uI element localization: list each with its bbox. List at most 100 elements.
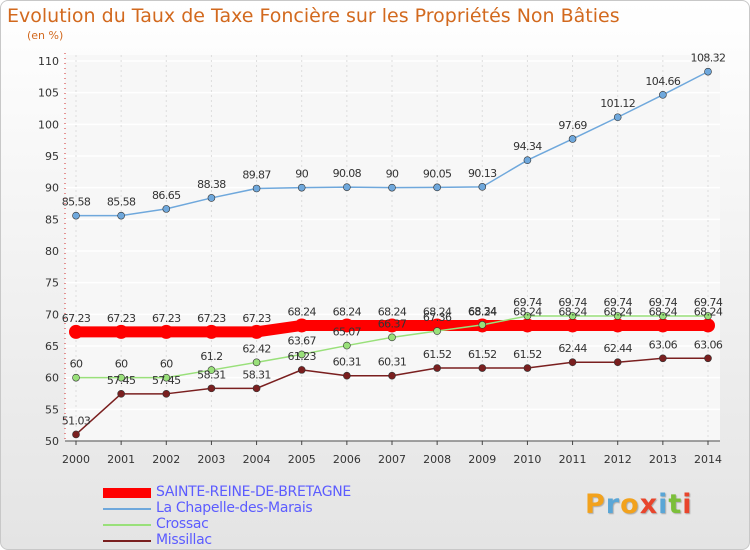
data-label: 63.06 (649, 338, 678, 351)
data-label: 60 (70, 358, 83, 371)
data-label: 69.74 (694, 296, 723, 309)
data-point (388, 333, 396, 342)
data-label: 67.23 (62, 312, 91, 325)
data-label: 69.74 (603, 296, 632, 309)
x-tick-label: 2003 (197, 453, 225, 466)
series-0 (69, 318, 715, 339)
data-label: 68.24 (378, 305, 407, 318)
data-point (252, 358, 261, 367)
data-point (294, 318, 309, 333)
data-label: 90 (386, 168, 399, 181)
data-label: 67.23 (197, 312, 226, 325)
data-label: 69.74 (558, 296, 587, 309)
data-point (72, 211, 80, 220)
data-point (520, 318, 535, 333)
y-tick-label: 50 (45, 435, 59, 448)
x-tick-label: 2011 (559, 453, 587, 466)
data-point (704, 67, 712, 76)
data-point (613, 358, 622, 367)
logo-letter: o (620, 489, 640, 520)
data-point (162, 205, 171, 213)
legend-label: La Chapelle-des-Marais (156, 500, 313, 516)
data-point (523, 156, 532, 164)
x-tick-label: 2012 (604, 453, 632, 466)
series-3 (72, 354, 712, 439)
y-tick-label: 110 (38, 55, 59, 68)
data-point (523, 312, 532, 320)
data-label: 62.44 (558, 342, 587, 355)
data-label: 90 (295, 168, 308, 181)
x-tick-label: 2013 (649, 453, 677, 466)
data-point (433, 364, 441, 372)
legend-swatch (103, 508, 151, 510)
data-label: 61.52 (468, 348, 497, 361)
data-label: 67.36 (423, 311, 452, 324)
data-point (207, 194, 216, 202)
data-label: 57.45 (107, 374, 136, 387)
x-tick-label: 2008 (423, 453, 451, 466)
data-label: 51.03 (62, 414, 91, 427)
y-tick-label: 60 (45, 372, 59, 385)
y-tick-label: 65 (45, 340, 59, 353)
data-point (297, 350, 306, 359)
data-label: 90.08 (333, 167, 362, 180)
data-point (252, 184, 261, 193)
data-point (204, 324, 219, 339)
data-point (117, 390, 125, 398)
data-label: 68.24 (423, 305, 452, 318)
legend-label: Crossac (156, 516, 209, 532)
y-tick-label: 80 (45, 245, 59, 258)
x-tick-label: 2010 (513, 453, 541, 466)
x-tick-label: 2001 (107, 453, 135, 466)
data-label: 68.24 (513, 305, 542, 318)
data-label: 68.24 (287, 305, 316, 318)
data-point (704, 312, 712, 320)
data-point (297, 366, 306, 374)
data-point (478, 364, 487, 372)
logo-letter: t (668, 489, 683, 520)
data-label: 68.24 (468, 305, 497, 318)
x-tick-label: 2000 (62, 453, 90, 466)
data-point (568, 135, 577, 143)
logo-letter: r (605, 489, 621, 520)
data-label: 67.23 (107, 312, 136, 325)
data-point (568, 312, 577, 320)
logo-letter: x (639, 489, 659, 520)
data-label: 58.31 (197, 368, 226, 381)
data-label: 85.58 (107, 196, 136, 209)
data-label: 57.45 (152, 374, 181, 387)
x-tick-label: 2004 (243, 453, 271, 466)
data-point (701, 318, 715, 333)
logo-letter: i (658, 489, 669, 520)
data-point (385, 318, 399, 333)
legend-label: SAINTE-REINE-DE-BRETAGNE (156, 484, 351, 500)
legend-swatch (103, 488, 151, 498)
data-label: 89.87 (242, 168, 271, 181)
data-point (343, 341, 351, 350)
data-point (610, 318, 625, 333)
data-point (297, 183, 306, 192)
data-label: 67.23 (152, 312, 181, 325)
y-tick-label: 90 (45, 182, 59, 195)
data-point (478, 321, 487, 329)
data-point (659, 354, 667, 363)
data-point (655, 318, 670, 333)
data-point (430, 318, 445, 333)
data-point (207, 384, 216, 393)
y-tick-label: 95 (45, 150, 59, 163)
data-point (72, 373, 80, 382)
y-tick-label: 100 (38, 118, 59, 131)
data-point (704, 354, 712, 363)
x-tick-label: 2006 (333, 453, 361, 466)
data-point (114, 324, 129, 339)
data-point (568, 358, 577, 367)
legend-label: Missillac (156, 532, 212, 548)
data-label: 68.24 (333, 305, 362, 318)
series-2 (72, 312, 712, 382)
data-label: 61.52 (423, 348, 452, 361)
data-label: 68.24 (694, 305, 723, 318)
data-label: 58.31 (242, 368, 271, 381)
data-label: 69.74 (649, 296, 678, 309)
